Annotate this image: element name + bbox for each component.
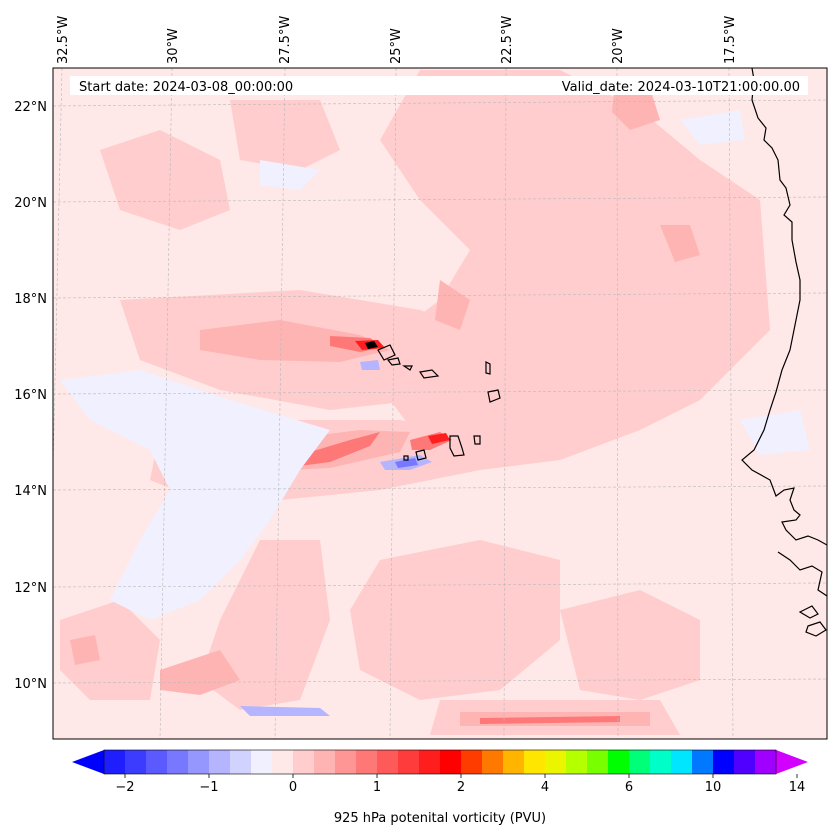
colorbar-cell xyxy=(377,750,399,774)
pv-max-spot xyxy=(365,341,378,349)
lon-label: 25°W xyxy=(389,28,404,64)
colorbar-cell xyxy=(251,750,273,774)
lon-label: 27.5°W xyxy=(278,16,293,64)
lat-label: 12°N xyxy=(14,581,47,596)
valid-date-label: Valid_date: 2024-03-10T21:00:00.00 xyxy=(562,80,800,95)
lon-labels: 32.5°W 30°W 27.5°W 25°W 22.5°W 20°W 17.5… xyxy=(56,16,738,64)
pv-field xyxy=(53,68,827,739)
colorbar-tick-label: −1 xyxy=(199,780,218,795)
colorbar-tick-label: 10 xyxy=(705,780,722,795)
colorbar-under-arrow xyxy=(72,750,104,774)
colorbar-cell xyxy=(125,750,147,774)
pv-band-light xyxy=(60,70,770,735)
lon-label: 17.5°W xyxy=(723,16,738,64)
colorbar-tick-label: 0 xyxy=(289,780,297,795)
coastlines xyxy=(377,68,827,637)
colorbar-cell xyxy=(314,750,336,774)
colorbar-cell xyxy=(482,750,504,774)
colorbar-cell xyxy=(230,750,252,774)
lon-label: 32.5°W xyxy=(56,16,71,64)
colorbar: −2 −1 0 1 2 4 6 10 14 925 hPa potenital vorticit… xyxy=(72,749,808,826)
colorbar-cell xyxy=(146,750,168,774)
colorbar-cell xyxy=(293,750,315,774)
colorbar-cell xyxy=(104,750,126,774)
colorbar-cell xyxy=(671,750,693,774)
lat-label: 22°N xyxy=(14,100,47,115)
colorbar-cell xyxy=(608,750,630,774)
colorbar-tick-label: 4 xyxy=(541,780,549,795)
lat-label: 18°N xyxy=(14,292,47,307)
colorbar-cell xyxy=(440,750,462,774)
pv-band-negative-strong xyxy=(240,360,432,716)
colorbar-tick-label: 6 xyxy=(625,780,633,795)
lon-label: 20°W xyxy=(611,28,626,64)
colorbar-cell xyxy=(356,750,378,774)
colorbar-cell xyxy=(524,750,546,774)
lat-label: 20°N xyxy=(14,196,47,211)
lon-label: 30°W xyxy=(166,28,181,64)
colorbar-cell xyxy=(398,750,420,774)
lat-label: 16°N xyxy=(14,388,47,403)
graticule xyxy=(53,68,827,739)
lat-labels: 22°N 20°N 18°N 16°N 14°N 12°N 10°N xyxy=(14,100,47,692)
colorbar-cell xyxy=(335,750,357,774)
colorbar-tick-label: −2 xyxy=(115,780,134,795)
colorbar-outline xyxy=(103,749,777,775)
colorbar-cell xyxy=(692,750,714,774)
colorbar-cell xyxy=(272,750,294,774)
header-banner xyxy=(70,76,808,95)
colorbar-cell xyxy=(503,750,525,774)
pv-band-negative-core xyxy=(395,458,418,468)
colorbar-tick-label: 14 xyxy=(789,780,806,795)
colorbar-title: 925 hPa potenital vorticity (PVU) xyxy=(334,811,546,826)
colorbar-over-arrow xyxy=(776,750,808,774)
colorbar-cell xyxy=(188,750,210,774)
colorbar-cell xyxy=(713,750,735,774)
colorbar-cell xyxy=(734,750,756,774)
lat-label: 10°N xyxy=(14,677,47,692)
colorbar-cell xyxy=(587,750,609,774)
map-frame xyxy=(52,67,828,740)
lat-label: 14°N xyxy=(14,484,47,499)
colorbar-cell xyxy=(167,750,189,774)
colorbar-cell xyxy=(419,750,441,774)
colorbar-cell xyxy=(650,750,672,774)
start-date-label: Start date: 2024-03-08_00:00:00 xyxy=(79,80,293,95)
colorbar-cell xyxy=(461,750,483,774)
colorbar-cell xyxy=(566,750,588,774)
colorbar-cell xyxy=(545,750,567,774)
colorbar-tick-label: 1 xyxy=(373,780,381,795)
colorbar-cell xyxy=(755,750,777,774)
colorbar-cell xyxy=(629,750,651,774)
lon-label: 22.5°W xyxy=(500,16,515,64)
colorbar-cell xyxy=(209,750,231,774)
colorbar-tick-label: 2 xyxy=(457,780,465,795)
